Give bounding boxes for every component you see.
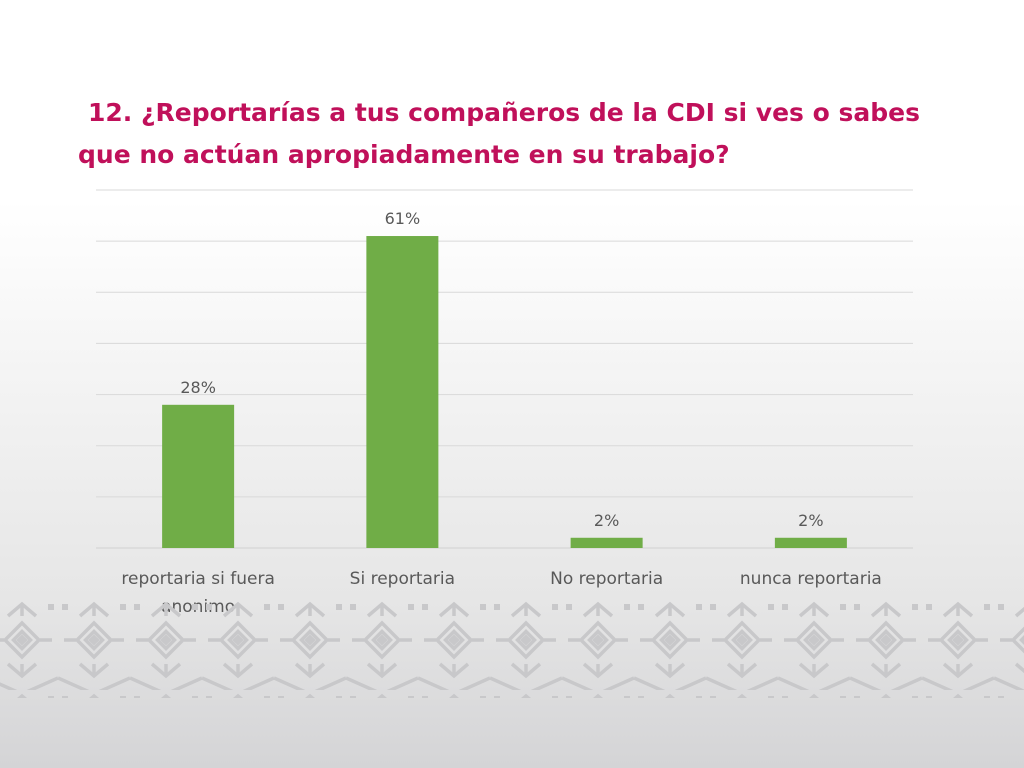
slide-title-line1: 12. ¿Reportarías a tus compañeros de la … [88, 98, 920, 127]
bar [570, 537, 643, 548]
bar [162, 404, 235, 548]
bar [366, 236, 439, 548]
data-labels: 28% 61% 2% 2% [180, 209, 823, 530]
slide-title-line2: que no actúan apropiadamente en su traba… [78, 140, 730, 169]
bars [162, 236, 847, 548]
data-label: 2% [594, 511, 619, 530]
data-label: 2% [798, 511, 823, 530]
decorative-pattern-band [0, 598, 1024, 698]
category-label: No reportaria [550, 569, 663, 589]
data-label: 61% [385, 209, 421, 228]
data-label: 28% [180, 378, 216, 397]
category-label: Si reportaria [350, 569, 455, 589]
bar [774, 537, 847, 548]
slide-title: 12. ¿Reportarías a tus compañeros de la … [78, 92, 958, 176]
category-label: nunca reportaria [740, 569, 882, 589]
